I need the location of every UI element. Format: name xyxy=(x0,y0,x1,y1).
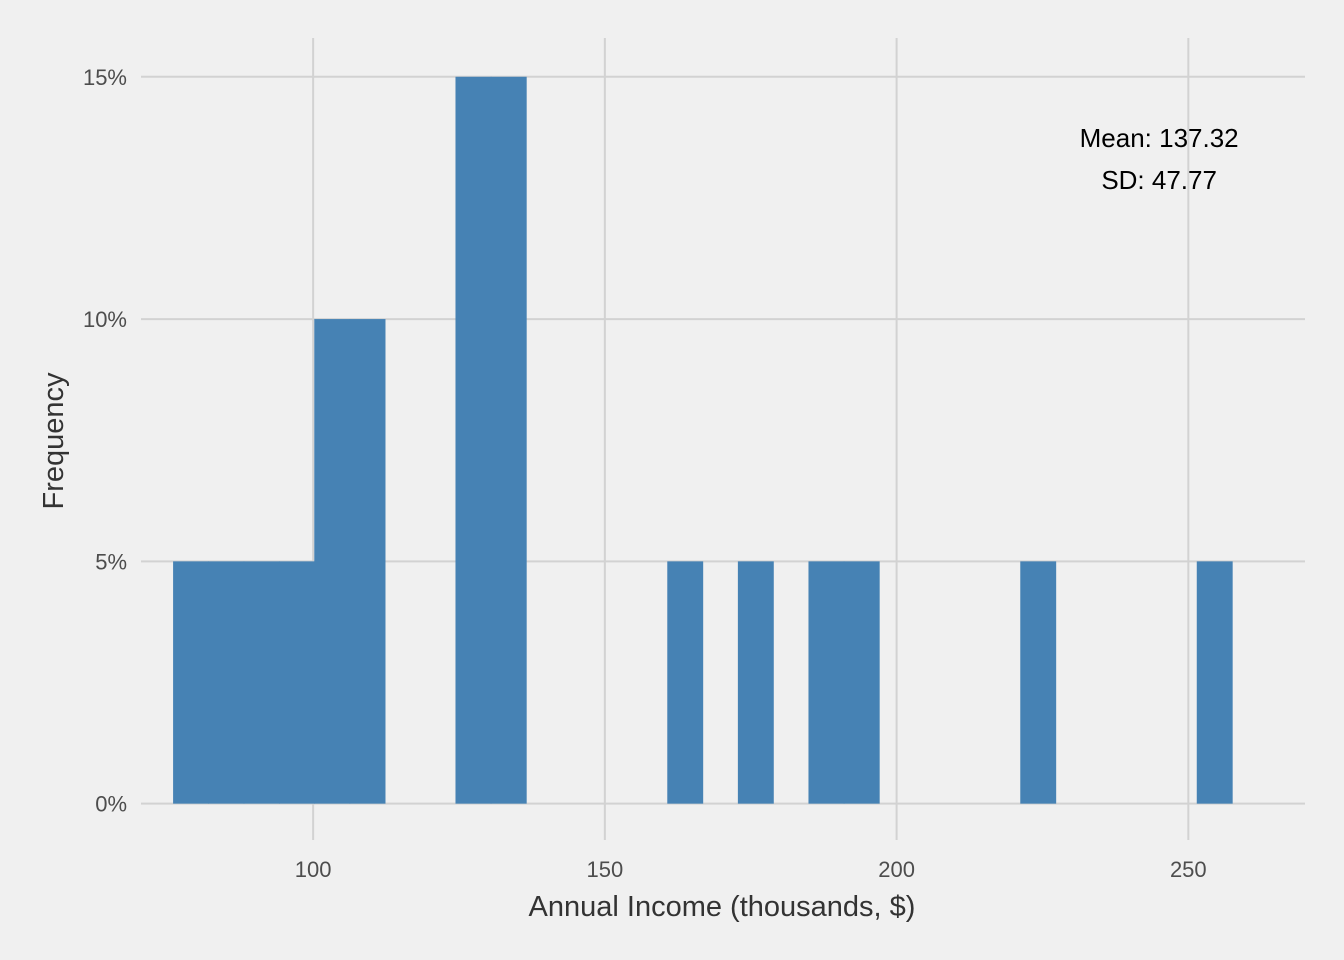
histogram-bar xyxy=(808,561,844,803)
mean-annotation: Mean: 137.32 xyxy=(1080,123,1239,153)
histogram-bar xyxy=(1020,561,1056,803)
x-tick-label: 100 xyxy=(295,857,332,882)
histogram-bar xyxy=(279,561,315,803)
x-tick-label: 250 xyxy=(1170,857,1207,882)
x-tick-label: 150 xyxy=(586,857,623,882)
histogram-bar xyxy=(208,561,244,803)
x-tick-label: 200 xyxy=(878,857,915,882)
histogram-bar xyxy=(455,77,491,804)
y-axis-title: Frequency xyxy=(38,372,70,510)
histogram-bar xyxy=(350,319,386,804)
y-tick-label: 15% xyxy=(83,65,127,90)
histogram-bar xyxy=(667,561,703,803)
histogram-bar xyxy=(738,561,774,803)
histogram-bar xyxy=(173,561,209,803)
histogram-bar xyxy=(314,319,350,804)
sd-annotation: SD: 47.77 xyxy=(1101,165,1217,195)
histogram-bar xyxy=(844,561,880,803)
histogram-bar xyxy=(244,561,280,803)
y-tick-label: 0% xyxy=(95,792,127,817)
histogram-bar xyxy=(491,77,527,804)
y-tick-label: 10% xyxy=(83,307,127,332)
histogram-bar xyxy=(1197,561,1233,803)
x-axis-title: Annual Income (thousands, $) xyxy=(529,891,916,923)
y-tick-label: 5% xyxy=(95,549,127,574)
